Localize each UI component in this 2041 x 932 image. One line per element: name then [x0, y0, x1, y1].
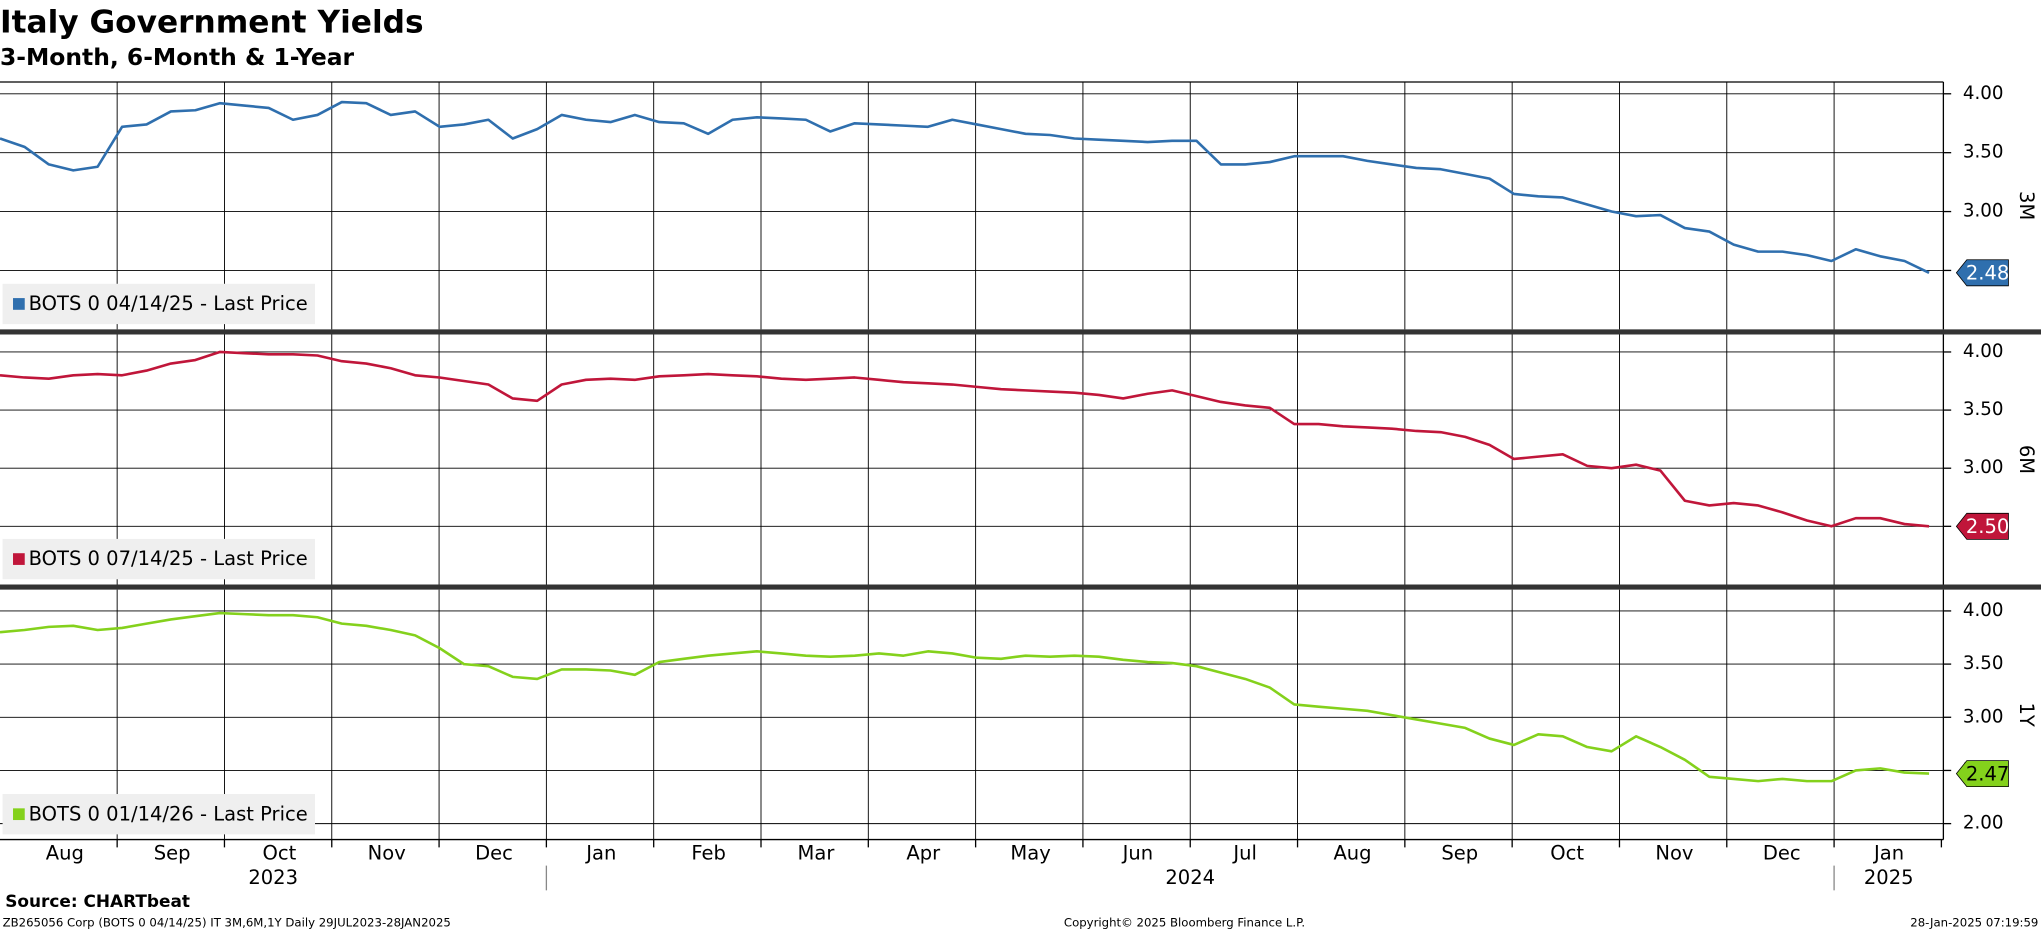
last-price-label: 2.48: [1966, 262, 2009, 285]
y-tick-label: 3.00: [1963, 201, 2004, 222]
source: Source: CHARTbeat: [5, 891, 190, 911]
series-line: [0, 350, 1930, 528]
year-label: 2025: [1864, 866, 1914, 889]
series-line: [0, 100, 1930, 275]
x-tick-label: Jan: [1872, 841, 1904, 864]
x-tick-label: Sep: [1441, 841, 1478, 864]
y-tick-label: 3.00: [1963, 706, 2004, 727]
x-tick-label: Sep: [154, 841, 191, 864]
x-tick-label: Apr: [906, 841, 941, 864]
y-tick-label: 4.00: [1963, 600, 2004, 621]
last-price-tag: [1955, 512, 2009, 540]
x-tick-label: Dec: [1763, 841, 1801, 864]
y-tick-label: 4.00: [1963, 83, 2004, 104]
x-tick-label: Dec: [475, 841, 513, 864]
legend-label: BOTS 0 07/14/25 - Last Price: [29, 547, 308, 570]
legend-box: [2, 538, 316, 580]
copyright: Copyright© 2025 Bloomberg Finance L.P.: [1064, 915, 1305, 929]
x-tick-label: Nov: [368, 841, 406, 864]
x-tick-label: Jan: [584, 841, 616, 864]
last-price-label: 2.50: [1966, 515, 2009, 538]
x-tick-label: May: [1010, 841, 1050, 864]
x-tick-label: Mar: [798, 841, 836, 864]
last-price-label: 2.47: [1966, 762, 2009, 785]
x-tick-label: Aug: [46, 841, 84, 864]
x-tick-label: Nov: [1655, 841, 1693, 864]
y-axis-label: 1Y: [2015, 702, 2038, 726]
legend-swatch: [13, 553, 25, 565]
ticker-info: ZB265056 Corp (BOTS 0 04/14/25) IT 3M,6M…: [3, 915, 451, 929]
legend-swatch: [13, 808, 25, 821]
legend-box: [2, 794, 316, 835]
legend-label: BOTS 0 01/14/26 - Last Price: [29, 802, 308, 825]
legend-label: BOTS 0 04/14/25 - Last Price: [29, 292, 308, 315]
y-tick-label: 2.00: [1963, 813, 2004, 834]
y-axis-label: 6M: [2015, 445, 2038, 474]
x-tick-label: Aug: [1333, 841, 1371, 864]
chart-title: Italy Government Yields: [0, 4, 424, 40]
legend-box: [2, 283, 316, 325]
timestamp: 28-Jan-2025 07:19:59: [1910, 915, 2038, 929]
x-tick-label: Oct: [1550, 841, 1584, 864]
x-tick-label: Feb: [691, 841, 726, 864]
chart-subtitle: 3-Month, 6-Month & 1-Year: [0, 43, 355, 71]
year-label: 2024: [1165, 866, 1215, 889]
y-tick-label: 3.50: [1963, 142, 2004, 163]
series-line: [0, 611, 1930, 783]
last-price-tag: [1955, 760, 2009, 788]
y-tick-label: 4.00: [1963, 341, 2004, 362]
year-label: 2023: [248, 866, 298, 889]
x-tick-label: Oct: [263, 841, 297, 864]
y-tick-label: 3.50: [1963, 399, 2004, 420]
y-tick-label: 3.00: [1963, 457, 2004, 478]
y-axis-label: 3M: [2015, 191, 2038, 220]
last-price-tag: [1955, 259, 2009, 287]
x-tick-label: Jul: [1231, 841, 1257, 864]
y-tick-label: 3.50: [1963, 653, 2004, 674]
x-tick-label: Jun: [1121, 841, 1153, 864]
legend-swatch: [13, 298, 25, 310]
